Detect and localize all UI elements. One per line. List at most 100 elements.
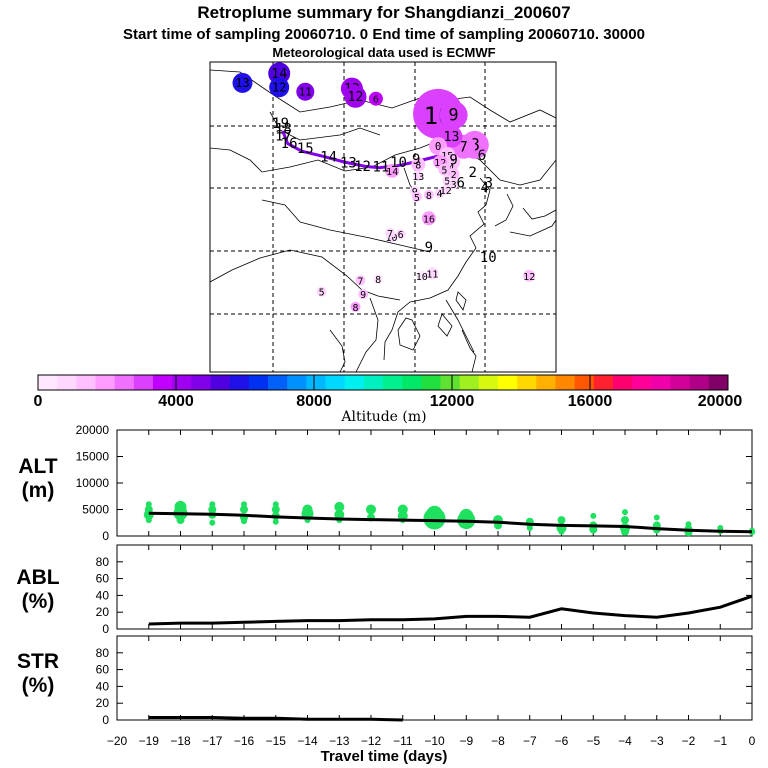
colorbar-segment	[248, 375, 269, 390]
plume-cluster-label: 6	[373, 95, 379, 106]
plume-cluster-marker	[385, 227, 396, 238]
colorbar-segment	[229, 375, 250, 390]
x-tick-label: −1	[713, 734, 727, 748]
trajectory-day-label: 18	[275, 122, 292, 138]
colorbar-segment	[536, 375, 556, 390]
trajectory-day-label: 14	[320, 149, 337, 165]
x-tick-label: −5	[586, 734, 600, 748]
trajectory-day-label: 4	[480, 180, 488, 196]
y-tick-label: 15000	[76, 450, 110, 464]
y-tick-label: 0	[102, 622, 109, 636]
coastlines-borders	[210, 69, 556, 372]
colorbar-tick-label: 16000	[567, 393, 613, 410]
plume-cluster-label: 5	[444, 176, 450, 187]
colorbar-segment	[383, 375, 403, 390]
colorbar-segment	[95, 375, 115, 390]
plume-cluster-marker	[350, 301, 361, 312]
plume-cluster-label: 12	[348, 90, 364, 105]
y-tick-label: 60	[96, 663, 110, 677]
x-tick-label: −4	[618, 734, 632, 748]
colorbar-segment	[306, 375, 326, 390]
y-tick-label: 20000	[76, 423, 110, 437]
str-panel-label: STR (%)	[17, 650, 59, 697]
colorbar-segment	[478, 375, 499, 390]
plume-cluster-marker	[232, 72, 253, 93]
altitude-colorbar	[37, 374, 729, 391]
map-frame	[209, 61, 557, 373]
plume-cluster-label: 5	[441, 166, 447, 177]
x-tick-label: −3	[650, 734, 664, 748]
y-tick-label: 40	[96, 679, 110, 693]
x-tick-label: −17	[202, 734, 223, 748]
colorbar-segment	[632, 375, 652, 390]
colorbar-segment	[574, 375, 595, 390]
colorbar-segment	[363, 375, 384, 390]
abl-panel-label: ABL (%)	[16, 566, 60, 613]
x-tick-label: −11	[393, 734, 413, 748]
trajectory-day-label: 19	[272, 116, 289, 132]
alt-panel-label: ALT (m)	[18, 455, 58, 502]
trajectory-day-label: 9	[449, 153, 457, 169]
trajectory-day-label: 11	[372, 159, 389, 175]
colorbar-tick-label: 0	[33, 393, 43, 410]
plume-cluster-marker	[448, 179, 459, 190]
plume-cluster-label: 9	[360, 290, 366, 301]
alt-cluster-point	[459, 508, 474, 523]
alt-cluster-point	[209, 519, 216, 526]
alt-cluster-point	[590, 512, 597, 519]
plume-cluster-label: 10	[416, 272, 428, 283]
x-tick-label: −9	[459, 734, 473, 748]
alt-panel: 0 5000 10000 15000 20000	[76, 423, 755, 543]
met-data-subtitle: Meteorological data used is ECMWF	[272, 45, 496, 60]
plume-cluster-marker	[355, 275, 366, 286]
x-tick-label: −19	[139, 734, 160, 748]
plume-cluster-marker	[385, 163, 400, 178]
alt-cluster-point	[241, 501, 247, 508]
abl-line	[148, 594, 753, 626]
colorbar-segment	[38, 375, 58, 390]
plume-cluster-label: 9	[449, 105, 459, 125]
alt-cluster-point	[240, 505, 248, 514]
trajectory-day-label: 2	[468, 165, 476, 181]
y-tick-label: 20	[96, 696, 110, 710]
plume-cluster-label: 8	[426, 191, 432, 202]
plume-cluster-marker	[368, 91, 383, 106]
plume-cluster-label: 10	[385, 233, 397, 244]
panel-frame	[116, 635, 753, 721]
plume-cluster-marker	[373, 274, 384, 284]
colorbar-segment	[172, 375, 192, 390]
colorbar-segment	[593, 375, 614, 390]
colorbar-frame	[37, 374, 729, 391]
colorbar-segment	[287, 375, 307, 390]
x-tick-label: −8	[491, 734, 505, 748]
trajectory-day-label: 10	[390, 155, 407, 171]
plume-cluster-label: 8	[415, 161, 421, 172]
alt-cluster-point	[622, 509, 628, 516]
plume-cluster-marker	[439, 101, 468, 130]
alt-cluster-point	[621, 516, 629, 525]
x-tick-label: −6	[555, 734, 569, 748]
plume-cluster-label: 13	[444, 130, 460, 145]
colorbar-segment	[651, 375, 671, 390]
x-tick-label: −2	[682, 734, 696, 748]
colorbar-segment	[76, 375, 96, 390]
str-line	[148, 716, 403, 722]
plume-cluster-marker	[268, 62, 291, 85]
alt-cluster-point	[526, 525, 533, 531]
trajectory-day-label: 3	[485, 175, 493, 191]
alt-cluster-point	[426, 505, 443, 522]
plume-cluster-marker	[421, 211, 436, 226]
trajectory-day-label: 6	[478, 148, 486, 164]
plume-cluster-marker	[344, 85, 367, 108]
alt-cluster-point	[272, 501, 279, 508]
colorbar-segment	[114, 375, 135, 390]
x-tick-label: −18	[170, 734, 191, 748]
plume-cluster-label: 13	[412, 172, 424, 183]
plume-cluster-label: 7	[459, 140, 468, 156]
plume-cluster-marker	[411, 157, 426, 172]
plume-cluster-marker	[523, 269, 536, 282]
colorbar-segment	[613, 375, 633, 390]
alt-cluster-point	[334, 509, 345, 520]
alt-cluster-point	[397, 510, 408, 521]
sampling-time-subtitle: Start time of sampling 20060710. 0 End t…	[123, 26, 645, 43]
